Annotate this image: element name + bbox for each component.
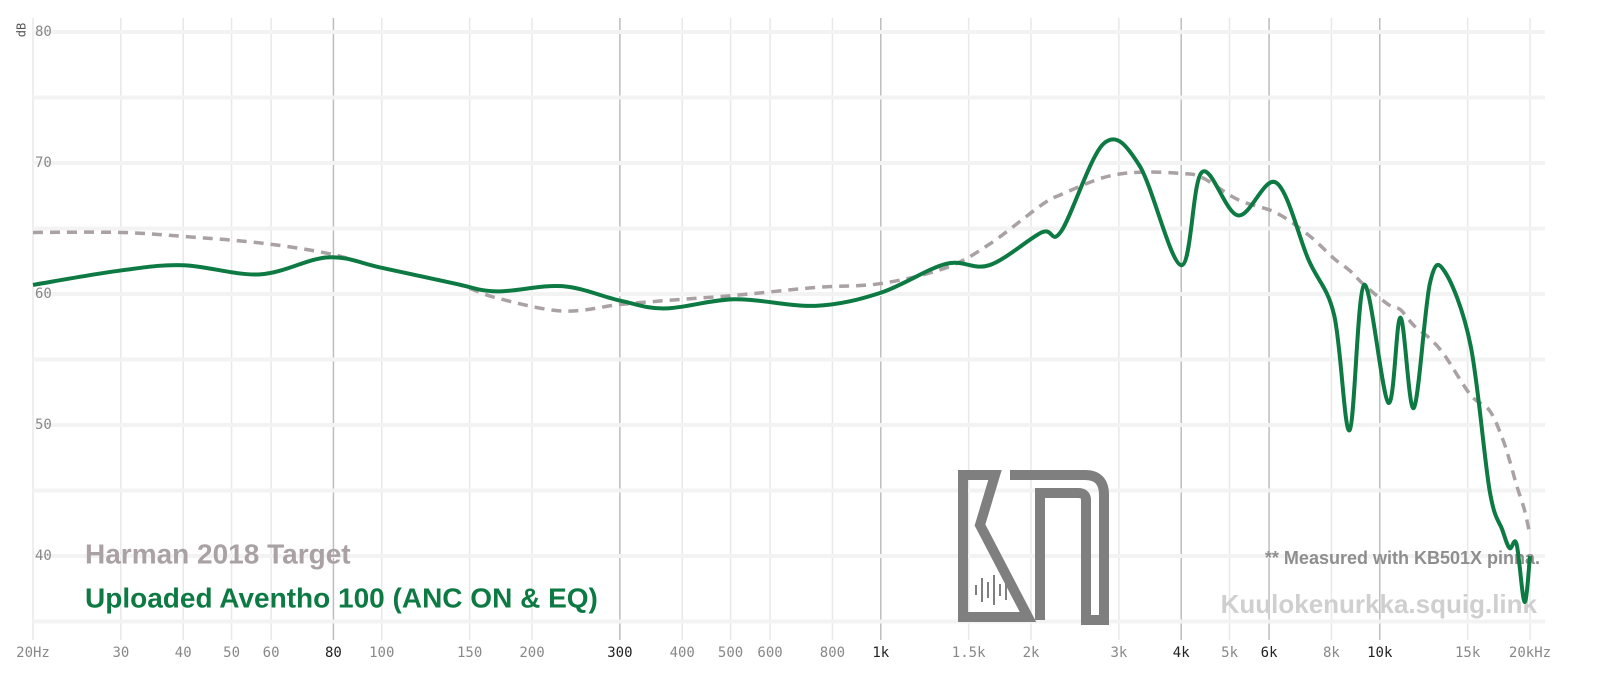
x-tick-label: 800 [820, 645, 845, 661]
x-tick-label: 1.5k [952, 645, 986, 661]
y-tick-label: 80 [35, 24, 52, 40]
logo [958, 470, 1109, 625]
x-tick-label: 100 [369, 645, 394, 661]
x-tick-label: 200 [519, 645, 544, 661]
x-tick-label: 50 [223, 645, 240, 661]
x-tick-label: 8k [1323, 645, 1340, 661]
y-tick-label: 60 [35, 286, 52, 302]
x-tick-label: 300 [607, 645, 632, 661]
y-axis-label: dB [15, 23, 29, 37]
x-tick-label: 150 [457, 645, 482, 661]
series-line [32, 170, 1532, 536]
note: ** Measured with KB501X pinna. [1265, 548, 1540, 568]
y-tick-label: 50 [35, 417, 52, 433]
x-tick-label: 30 [112, 645, 129, 661]
x-tick-label: 20Hz [16, 645, 50, 661]
x-tick-label: 600 [757, 645, 782, 661]
logo-n [1010, 470, 1109, 625]
x-tick-label: 500 [718, 645, 743, 661]
y-tick-label: 40 [35, 548, 52, 564]
plot: 40 50 60 70 80 20Hz 30 40 50 60 80 100 150 200 300 400 5… [16, 24, 1551, 661]
legend-entry: Harman 2018 Target [85, 538, 351, 569]
x-tick-label: 400 [670, 645, 695, 661]
x-tick-label: 1k [872, 645, 889, 661]
x-tick-label: 2k [1023, 645, 1040, 661]
x-tick-label: 3k [1110, 645, 1127, 661]
logo-wave [975, 575, 1007, 605]
legend-entry: Uploaded Aventho 100 (ANC ON & EQ) [85, 582, 598, 613]
watermark: Kuulokenurkka.squig.link [1221, 589, 1538, 619]
x-tick-label: 4k [1173, 645, 1190, 661]
x-tick-label: 60 [263, 645, 280, 661]
logo-k [958, 470, 1037, 622]
series-line [32, 137, 1532, 604]
x-tick-label: 40 [175, 645, 192, 661]
x-tick-label: 10k [1367, 645, 1393, 661]
x-tick-label: 15k [1455, 645, 1481, 661]
x-tick-label: 80 [325, 645, 342, 661]
x-tick-label: 5k [1221, 645, 1238, 661]
y-tick-label: 70 [35, 155, 52, 171]
x-tick-label: 20kHz [1509, 645, 1551, 661]
x-tick-label: 6k [1261, 645, 1278, 661]
